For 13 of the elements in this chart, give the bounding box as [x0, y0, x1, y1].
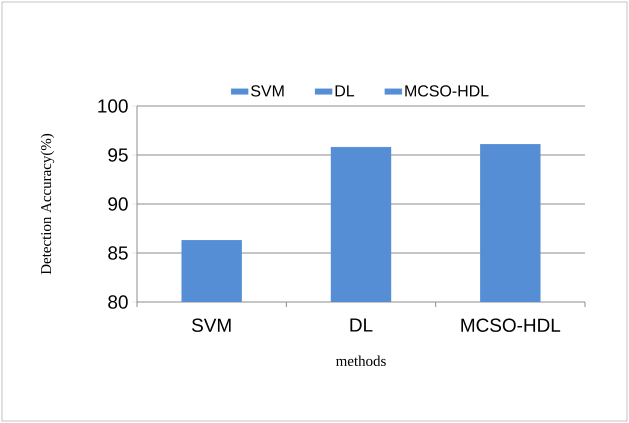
- x-tick-label: MCSO-HDL: [461, 318, 560, 332]
- legend-label: SVM: [251, 85, 284, 97]
- y-tick-label: 95: [108, 148, 128, 162]
- y-axis-title: Detection Accuracy(%): [40, 134, 54, 274]
- y-tick-label: 85: [108, 246, 128, 260]
- x-tick-label: DL: [350, 318, 372, 332]
- legend-label: MCSO-HDL: [405, 85, 489, 97]
- y-tick-label: 100: [98, 99, 128, 113]
- legend-label: DL: [336, 85, 354, 96]
- y-tick-label: 90: [108, 197, 128, 211]
- x-axis-title: methods: [336, 356, 386, 366]
- y-tick-label: 80: [108, 295, 128, 309]
- x-tick-label: SVM: [192, 318, 231, 332]
